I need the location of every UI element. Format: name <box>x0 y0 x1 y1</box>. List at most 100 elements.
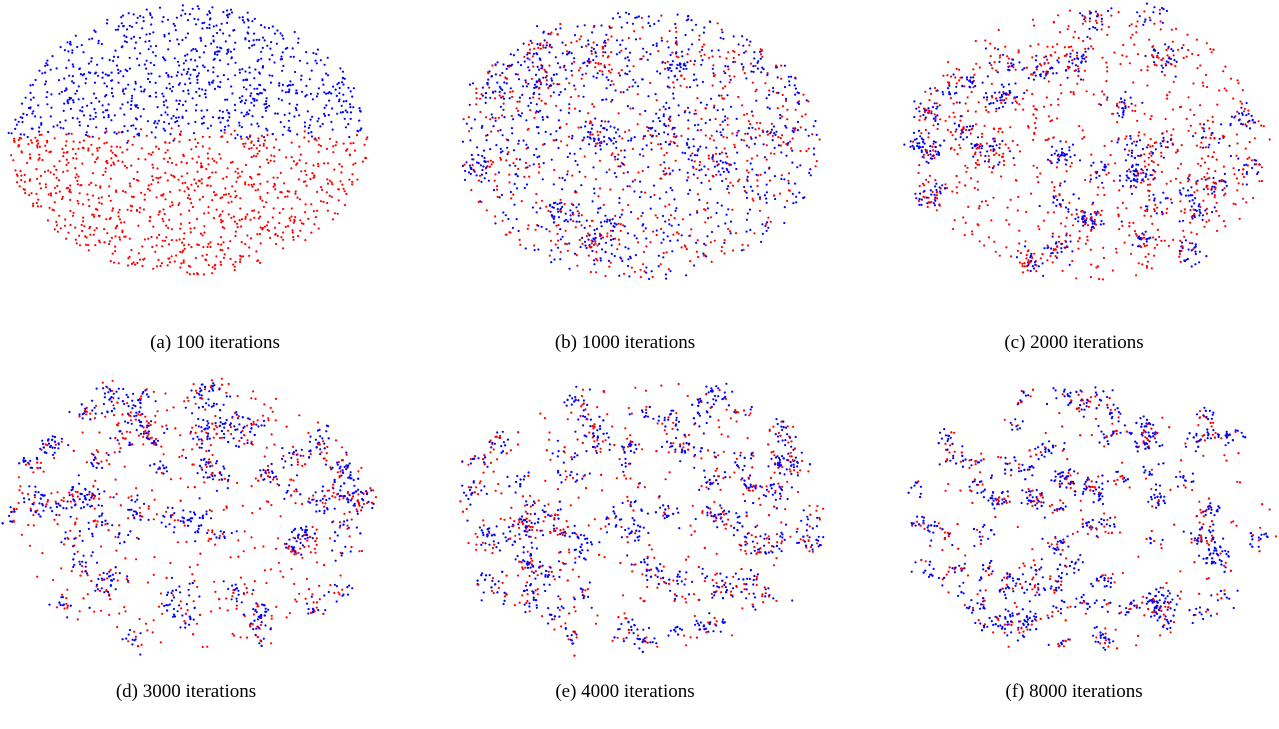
dot <box>1220 123 1223 126</box>
dot <box>1117 106 1120 109</box>
dot <box>1067 208 1070 211</box>
dot <box>49 68 52 71</box>
dot <box>55 67 58 70</box>
dot <box>72 140 75 143</box>
dot <box>615 223 618 226</box>
dot <box>605 33 608 36</box>
dot <box>1126 143 1129 146</box>
dot <box>1120 100 1123 104</box>
dot <box>672 233 675 236</box>
dot <box>779 117 782 120</box>
dot <box>971 233 974 236</box>
dot <box>238 124 241 127</box>
dot <box>527 224 530 227</box>
dot <box>984 200 988 203</box>
dot <box>539 83 542 86</box>
dot <box>187 92 190 95</box>
dot <box>555 138 558 141</box>
dot <box>1000 175 1003 178</box>
dot <box>170 117 173 120</box>
dot <box>733 75 736 78</box>
panel-caption: (b) 1000 iterations <box>555 332 695 353</box>
dot <box>1146 146 1149 149</box>
dot <box>687 158 690 161</box>
dot <box>158 210 161 213</box>
dot <box>1172 49 1175 53</box>
dot <box>801 115 804 118</box>
dot <box>153 64 156 67</box>
dot <box>50 106 53 109</box>
dot <box>664 108 667 111</box>
dot <box>268 58 271 61</box>
dot <box>155 236 159 239</box>
dot <box>181 182 184 185</box>
dot <box>690 159 693 162</box>
dot <box>253 104 256 107</box>
dot <box>630 137 633 140</box>
dot <box>226 98 229 101</box>
dot <box>1149 19 1152 22</box>
dot <box>78 192 81 195</box>
dot <box>636 123 639 126</box>
dot <box>121 160 124 163</box>
dot <box>584 244 587 247</box>
dot <box>686 179 689 182</box>
dot <box>627 247 630 250</box>
dot <box>294 107 297 110</box>
dot <box>669 186 672 189</box>
dot <box>139 85 142 88</box>
dot <box>780 115 784 118</box>
dot <box>259 197 262 200</box>
dot <box>936 123 940 126</box>
dot <box>649 207 652 210</box>
dot <box>220 129 223 132</box>
dot <box>552 82 555 85</box>
dot <box>953 122 956 125</box>
dot <box>667 46 670 49</box>
dot <box>968 79 972 82</box>
dot <box>169 132 172 136</box>
dot <box>235 180 238 183</box>
dot <box>186 53 189 56</box>
dot <box>40 205 43 208</box>
dot <box>529 109 532 112</box>
dot <box>1157 56 1160 59</box>
dot <box>675 51 678 54</box>
dot <box>717 49 720 52</box>
dot <box>683 111 686 114</box>
dot <box>580 224 583 227</box>
dot <box>965 128 968 132</box>
dot <box>613 137 616 140</box>
dot <box>1110 7 1113 10</box>
dot <box>764 224 767 228</box>
dot <box>663 67 667 70</box>
dot <box>1193 191 1196 194</box>
dot <box>661 61 664 64</box>
dot <box>971 124 975 128</box>
dot <box>81 220 85 223</box>
dot <box>1005 92 1008 95</box>
dot <box>139 52 142 55</box>
dot <box>1038 228 1041 231</box>
dot <box>793 84 796 87</box>
dot <box>1088 10 1091 13</box>
dot <box>559 109 562 112</box>
dot <box>590 127 593 130</box>
dot <box>520 200 523 203</box>
dot <box>234 170 237 173</box>
dot <box>731 132 734 135</box>
dot <box>1221 188 1224 192</box>
dot <box>1089 248 1092 251</box>
dot <box>155 44 158 48</box>
dot <box>531 61 534 64</box>
dot <box>469 139 472 142</box>
dot <box>780 77 783 80</box>
dot <box>1055 241 1058 244</box>
dot <box>727 51 730 54</box>
dot <box>935 188 938 192</box>
dot <box>158 75 161 78</box>
dot <box>365 138 368 141</box>
dot <box>746 178 749 181</box>
dot <box>1140 181 1143 184</box>
dot <box>499 158 503 161</box>
